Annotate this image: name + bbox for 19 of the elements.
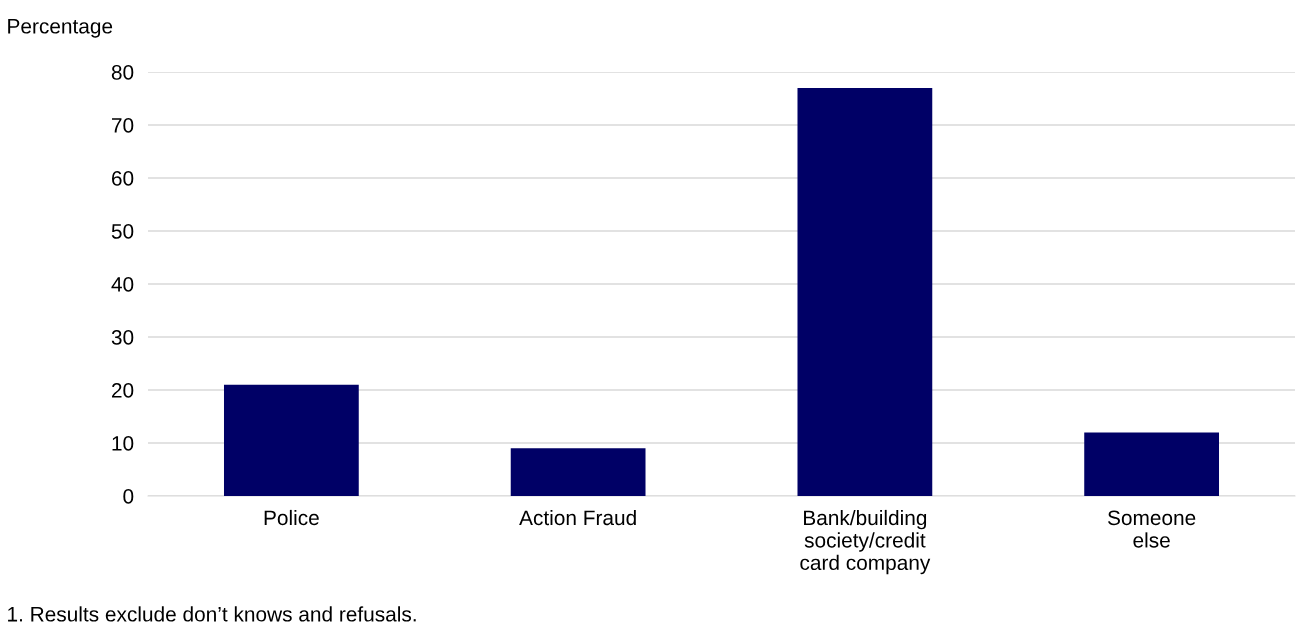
x-tick-label: Action Fraud [519, 509, 636, 526]
x-tick-label: Police [264, 509, 319, 526]
y-tick-label: 80 [111, 65, 134, 80]
y-tick-label: 10 [112, 436, 134, 451]
bar [223, 384, 359, 496]
bar [1084, 432, 1220, 496]
y-tick-label: 60 [112, 171, 134, 186]
x-tick-label: Someone else [1107, 510, 1196, 548]
y-tick-label: 30 [111, 330, 134, 345]
text: 1. Results exclude don’t knows and refusals. [8, 606, 416, 622]
y-tick-label: 0 [123, 489, 134, 504]
bar [797, 87, 933, 496]
y-tick-label: 50 [111, 224, 134, 239]
y-axis-title: Percentage [8, 19, 113, 38]
y-tick-label: 40 [111, 277, 134, 292]
bar [510, 448, 646, 496]
y-tick-label: 20 [111, 383, 134, 398]
x-tick-label: Bank/building society/credit card company [800, 509, 931, 575]
y-tick-label: 70 [112, 118, 134, 133]
